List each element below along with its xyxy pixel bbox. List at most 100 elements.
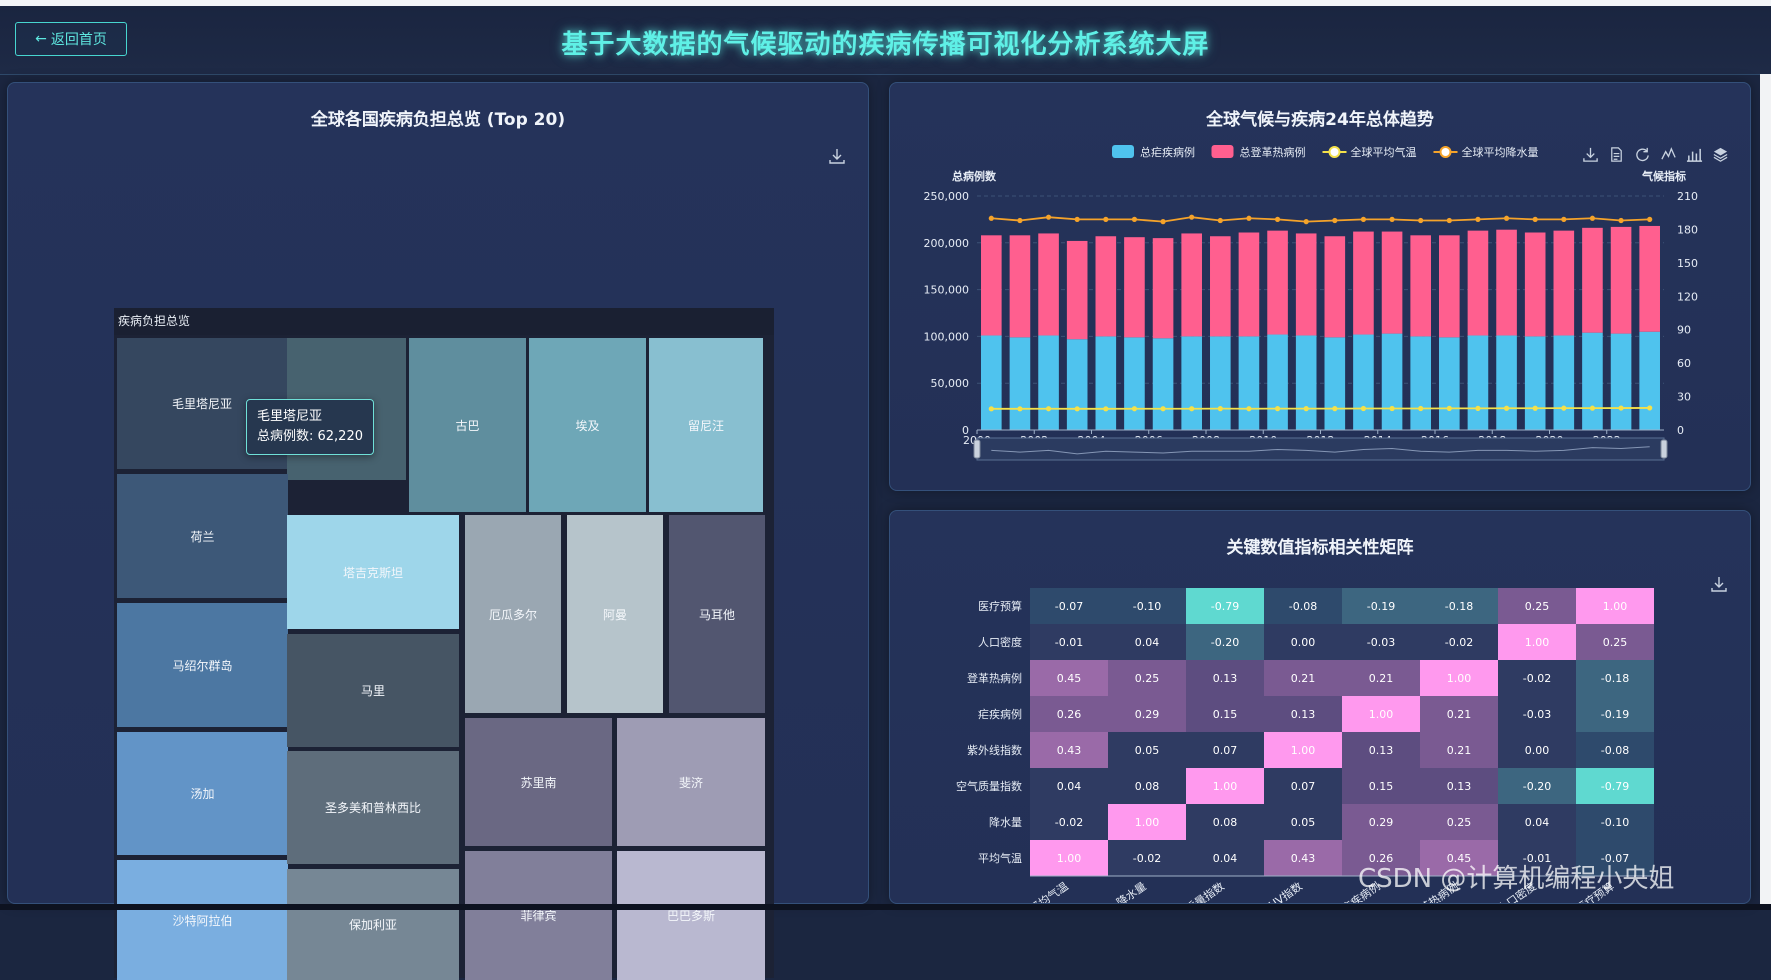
heatmap-cell[interactable] <box>1030 588 1108 624</box>
heatmap-cell[interactable] <box>1264 624 1342 660</box>
heatmap-cell[interactable] <box>1498 768 1576 804</box>
line-point[interactable] <box>1045 406 1052 412</box>
download-icon[interactable] <box>1582 146 1599 163</box>
line-point[interactable] <box>1017 217 1023 224</box>
bar[interactable] <box>1181 233 1202 337</box>
line-point[interactable] <box>1074 216 1080 222</box>
heatmap-cell[interactable] <box>1030 624 1108 660</box>
heatmap-cell[interactable] <box>1108 660 1186 696</box>
bar[interactable] <box>1610 226 1632 334</box>
heatmap-cell[interactable] <box>1030 840 1108 876</box>
zoom-handle-right[interactable] <box>1660 439 1668 459</box>
bar[interactable] <box>1238 336 1260 430</box>
stack-icon[interactable] <box>1712 146 1729 163</box>
heatmap-cell[interactable] <box>1108 588 1186 624</box>
heatmap-cell[interactable] <box>1342 588 1420 624</box>
line-point[interactable] <box>1475 405 1481 411</box>
heatmap-cell[interactable] <box>1108 768 1186 804</box>
bar[interactable] <box>1524 232 1546 337</box>
line-point[interactable] <box>1446 405 1452 411</box>
bar[interactable] <box>981 235 1002 336</box>
bar[interactable] <box>1410 336 1431 430</box>
line-point[interactable] <box>1217 406 1223 412</box>
bar[interactable] <box>1295 233 1317 336</box>
heatmap-cell[interactable] <box>1576 696 1654 732</box>
bar[interactable] <box>1381 231 1403 334</box>
heatmap-cell[interactable] <box>1264 660 1342 696</box>
treemap-cell[interactable]: 保加利亚 <box>287 869 459 980</box>
heatmap-cell[interactable] <box>1030 768 1108 804</box>
line-point[interactable] <box>1045 214 1052 220</box>
treemap-cell[interactable]: 塔吉克斯坦 <box>287 515 459 629</box>
heatmap-cell[interactable] <box>1186 624 1264 660</box>
bar[interactable] <box>1152 238 1174 339</box>
line-point[interactable] <box>1160 219 1166 225</box>
treemap-cell[interactable]: 留尼汪 <box>649 338 763 512</box>
line-point[interactable] <box>1246 406 1252 412</box>
heatmap-cell[interactable] <box>1420 660 1498 696</box>
bar[interactable] <box>1381 333 1403 430</box>
heatmap-cell[interactable] <box>1576 588 1654 624</box>
heatmap-cell[interactable] <box>1264 696 1342 732</box>
heatmap-cell[interactable] <box>1342 840 1420 876</box>
treemap-cell[interactable]: 荷兰 <box>117 474 288 598</box>
line-point[interactable] <box>1160 406 1166 412</box>
treemap-cell[interactable]: 圣多美和普林西比 <box>287 751 459 864</box>
treemap-cell[interactable]: 苏里南 <box>465 718 612 846</box>
heatmap-cell[interactable] <box>1576 624 1654 660</box>
bar[interactable] <box>1038 233 1059 336</box>
heatmap-cell[interactable] <box>1108 696 1186 732</box>
heatmap-cell[interactable] <box>1342 624 1420 660</box>
line-point[interactable] <box>1589 215 1596 221</box>
heatmap-cell[interactable] <box>1108 732 1186 768</box>
heatmap-cell[interactable] <box>1498 840 1576 876</box>
heatmap-cell[interactable] <box>1576 804 1654 840</box>
heatmap-cell[interactable] <box>1186 696 1264 732</box>
bar[interactable] <box>1124 337 1145 430</box>
treemap-cell[interactable]: 埃及 <box>529 338 646 512</box>
bar[interactable] <box>1439 235 1460 338</box>
line-point[interactable] <box>1475 216 1481 222</box>
treemap-cell[interactable]: 马里 <box>287 634 459 747</box>
legend-item[interactable]: 总疟疾病例 <box>1112 145 1195 159</box>
heatmap-cell[interactable] <box>1420 588 1498 624</box>
heatmap-cell[interactable] <box>1576 840 1654 876</box>
heatmap-cell[interactable] <box>1342 660 1420 696</box>
treemap-cell[interactable]: 巴巴多斯 <box>617 851 765 980</box>
bar[interactable] <box>1152 338 1174 430</box>
bar[interactable] <box>1582 227 1603 333</box>
bar[interactable] <box>1553 230 1575 336</box>
bar[interactable] <box>1582 332 1603 430</box>
heatmap-cell[interactable] <box>1576 732 1654 768</box>
bar[interactable] <box>1467 230 1489 336</box>
heatmap-cell[interactable] <box>1420 696 1498 732</box>
line-point[interactable] <box>1332 217 1338 224</box>
legend-item[interactable]: 总登革热病例 <box>1211 145 1306 159</box>
heatmap-cell[interactable] <box>1498 732 1576 768</box>
heatmap-cell[interactable] <box>1108 840 1186 876</box>
treemap-cell[interactable]: 菲律宾 <box>465 851 612 980</box>
heatmap-cell[interactable] <box>1498 660 1576 696</box>
line-chart-icon[interactable] <box>1660 146 1677 163</box>
heatmap-cell[interactable] <box>1498 804 1576 840</box>
refresh-icon[interactable] <box>1634 146 1651 163</box>
heatmap-cell[interactable] <box>1030 696 1108 732</box>
bar[interactable] <box>1038 335 1059 430</box>
zoom-slider[interactable] <box>976 437 1665 461</box>
bar[interactable] <box>1009 337 1031 430</box>
bar[interactable] <box>1238 232 1260 337</box>
bar[interactable] <box>1496 335 1517 430</box>
treemap-cell[interactable]: 古巴 <box>409 338 526 512</box>
line-point[interactable] <box>1532 216 1538 222</box>
heatmap-cell[interactable] <box>1264 768 1342 804</box>
bar[interactable] <box>1524 336 1546 430</box>
heatmap-cell[interactable] <box>1186 804 1264 840</box>
bar[interactable] <box>1553 335 1575 430</box>
bar[interactable] <box>1467 335 1489 430</box>
heatmap-cell[interactable] <box>1264 840 1342 876</box>
line-point[interactable] <box>1131 216 1138 222</box>
line-point[interactable] <box>1647 405 1653 411</box>
bar[interactable] <box>1439 337 1460 430</box>
bar[interactable] <box>1267 334 1288 430</box>
bar[interactable] <box>1496 229 1517 336</box>
